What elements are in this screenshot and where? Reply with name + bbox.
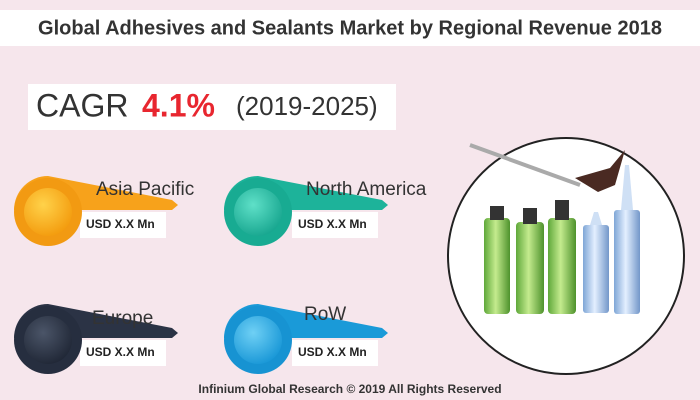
region-name: North America: [306, 179, 427, 200]
region-name: Asia Pacific: [96, 179, 194, 200]
region-card: North America USD X.X Mn: [224, 176, 427, 246]
title: Global Adhesives and Sealants Market by …: [38, 17, 662, 39]
cagr-label: CAGR: [36, 87, 128, 123]
product-illustration: [447, 137, 685, 375]
cagr-period: (2019-2025): [236, 91, 378, 121]
region-card: RoW USD X.X Mn: [224, 304, 388, 374]
region-card: Asia Pacific USD X.X Mn: [14, 176, 194, 246]
region-revenue: USD X.X Mn: [298, 217, 367, 231]
title-bar: [0, 10, 700, 46]
region-card: Europe USD X.X Mn: [14, 304, 178, 374]
cagr-box: [28, 84, 396, 130]
region-revenue: USD X.X Mn: [86, 217, 155, 231]
region-name: RoW: [304, 304, 346, 325]
region-name: Europe: [92, 308, 153, 329]
region-revenue: USD X.X Mn: [298, 345, 367, 359]
cagr-value: 4.1%: [142, 87, 215, 123]
region-revenue: USD X.X Mn: [86, 345, 155, 359]
footer: Infinium Global Research © 2019 All Righ…: [198, 382, 501, 396]
